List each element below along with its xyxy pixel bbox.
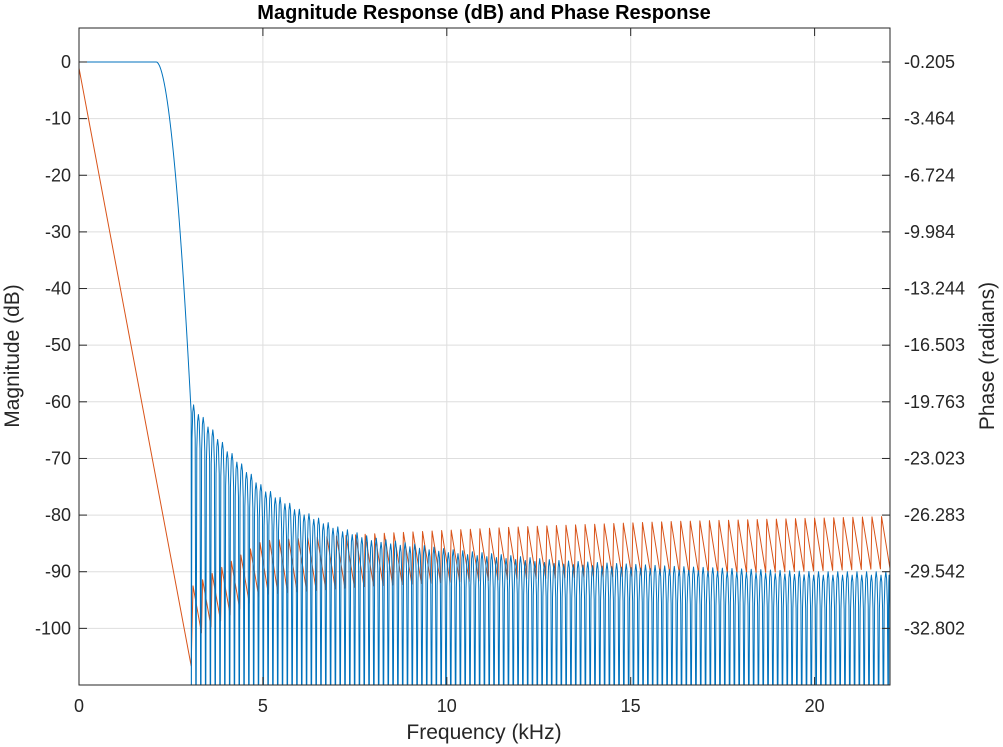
grid	[78, 28, 890, 685]
y-tick-label-left: -90	[45, 562, 71, 582]
x-tick-label: 5	[258, 696, 268, 716]
y-tick-label-left: -50	[45, 335, 71, 355]
y-tick-label-right: -3.464	[904, 109, 955, 129]
y-tick-label-left: -60	[45, 392, 71, 412]
y-tick-label-left: -100	[35, 618, 71, 638]
axis-ticks: 0 5 10 15 20 0 -0.205 -10 -3.464 -20 -6.724 -30 -9.9…	[35, 28, 965, 716]
x-tick-label: 15	[621, 696, 641, 716]
y-axis-label-left: Magnitude (dB)	[1, 284, 24, 428]
x-tick-label: 10	[437, 696, 457, 716]
chart-title: Magnitude Response (dB) and Phase Respon…	[257, 2, 710, 24]
y-tick-label-right: -32.802	[904, 618, 965, 638]
y-tick-label-left: -70	[45, 448, 71, 468]
y-tick-label-left: 0	[61, 52, 71, 72]
y-tick-label-right: -6.724	[904, 165, 955, 185]
y-tick-label-left: -80	[45, 505, 71, 525]
x-tick-label: 0	[74, 696, 84, 716]
y-axis-label-right: Phase (radians)	[976, 282, 999, 430]
y-tick-label-right: -9.984	[904, 222, 955, 242]
y-tick-label-right: -26.283	[904, 505, 965, 525]
magnitude-line	[79, 61, 890, 685]
y-tick-label-right: -29.542	[904, 562, 965, 582]
y-tick-label-left: -10	[45, 109, 71, 129]
y-tick-label-right: -19.763	[904, 392, 965, 412]
magnitude-series	[79, 61, 890, 685]
y-tick-label-left: -40	[45, 279, 71, 299]
y-tick-label-right: -16.503	[904, 335, 965, 355]
x-tick-label: 20	[805, 696, 825, 716]
x-axis-label: Frequency (kHz)	[406, 721, 561, 744]
y-tick-label-right: -13.244	[904, 279, 965, 299]
y-tick-label-left: -30	[45, 222, 71, 242]
plot-area	[79, 28, 890, 685]
plot-frame	[78, 27, 891, 686]
y-tick-label-right: -0.205	[904, 52, 955, 72]
y-tick-label-right: -23.023	[904, 448, 965, 468]
y-tick-label-left: -20	[45, 165, 71, 185]
